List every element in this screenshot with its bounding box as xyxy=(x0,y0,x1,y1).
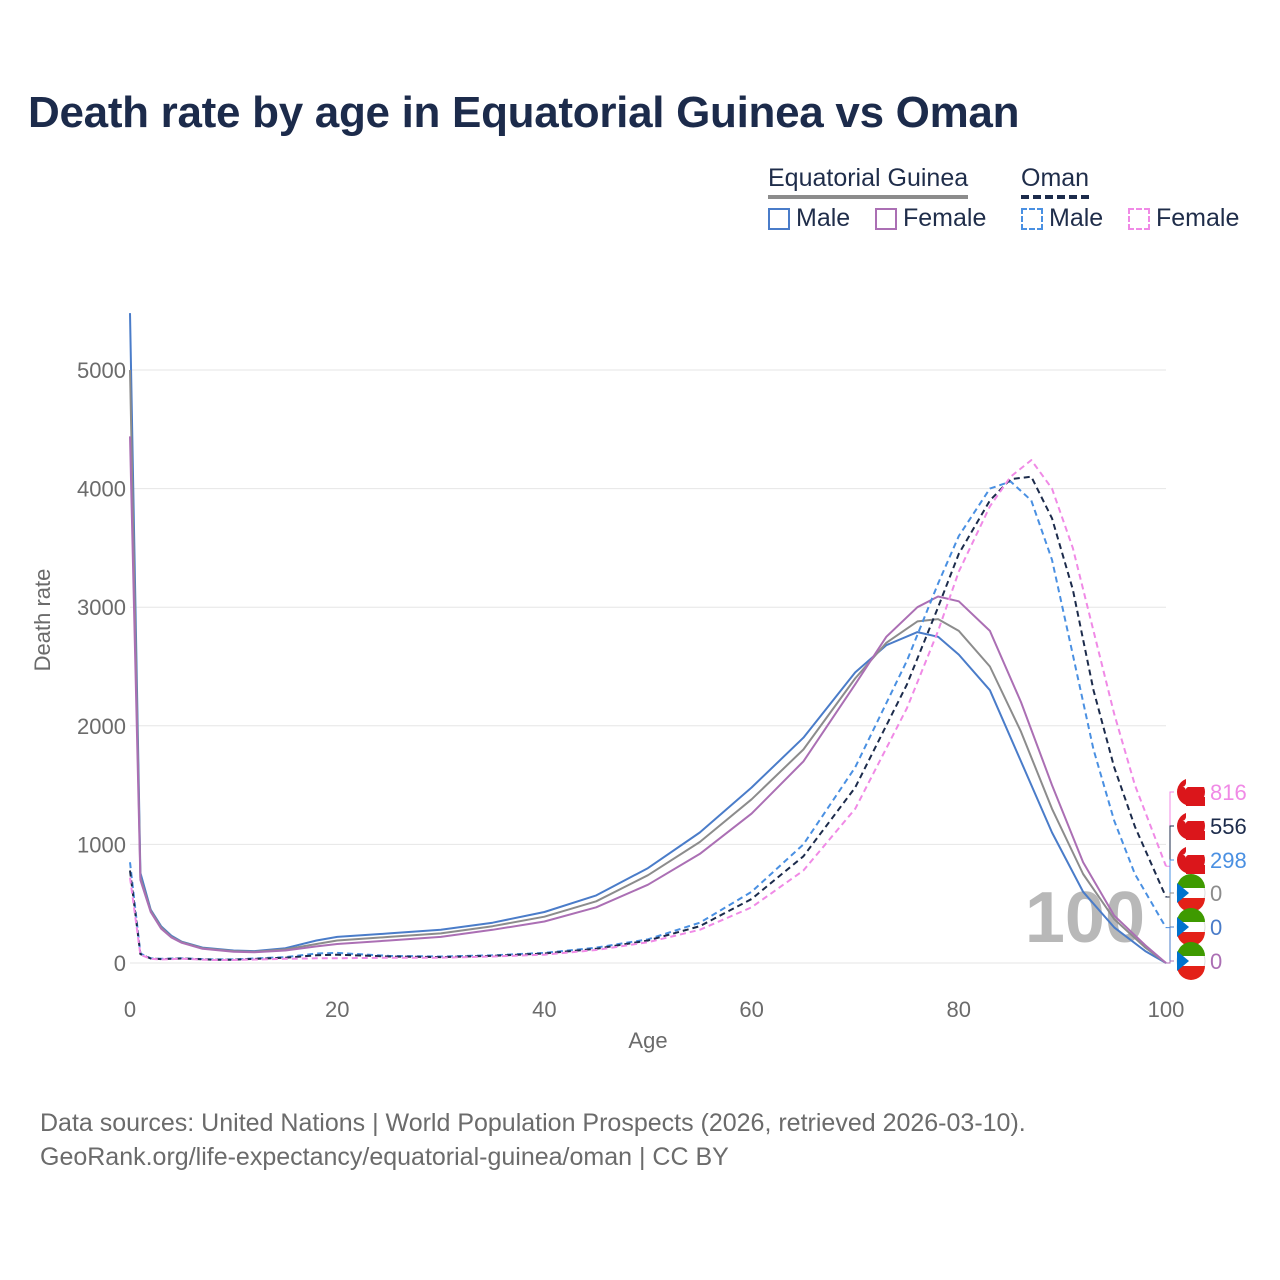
legend-group-oman: Oman xyxy=(1021,164,1090,199)
legend-item-label: Male xyxy=(796,204,851,232)
series-line xyxy=(129,436,1167,964)
series-line xyxy=(129,459,1167,961)
x-tick-label: 80 xyxy=(947,997,971,1022)
legend-group-equatorial-guinea: Equatorial Guinea xyxy=(768,164,969,199)
legend-group-label: Oman xyxy=(1021,164,1090,199)
legend-swatch xyxy=(1021,207,1043,230)
series-line xyxy=(129,475,1167,961)
legend-item-oman-female[interactable]: Female xyxy=(1128,204,1239,233)
series-line xyxy=(129,313,1167,964)
eq-flag-green xyxy=(1177,942,1205,956)
eq-flag-triangle xyxy=(1177,917,1189,937)
eq-flag-triangle xyxy=(1177,883,1189,903)
x-tick-label: 0 xyxy=(124,997,136,1022)
y-axis-title: Death rate xyxy=(30,569,55,672)
end-value-label: 816 xyxy=(1210,780,1247,805)
end-value-label: 0 xyxy=(1210,949,1222,974)
source-line: Data sources: United Nations | World Pop… xyxy=(40,1109,1026,1137)
legend-item-label: Female xyxy=(1156,204,1240,232)
oman-flag-white xyxy=(1186,812,1205,821)
eq-flag-green xyxy=(1177,908,1205,922)
series-line xyxy=(129,480,1167,961)
end-value-label: 0 xyxy=(1210,915,1222,940)
age-watermark: 100 xyxy=(1025,878,1145,958)
x-tick-label: 100 xyxy=(1148,997,1185,1022)
y-tick-label: 5000 xyxy=(77,358,126,383)
y-tick-label: 0 xyxy=(114,951,126,976)
legend-item-eq-female[interactable]: Female xyxy=(875,204,986,233)
eq-flag-triangle xyxy=(1177,951,1189,971)
oman-flag-red xyxy=(1186,865,1205,874)
end-value-label: 298 xyxy=(1210,848,1247,873)
chart-title: Death rate by age in Equatorial Guinea v… xyxy=(28,88,1020,137)
x-tick-label: 20 xyxy=(325,997,349,1022)
legend-swatch xyxy=(1128,207,1150,230)
y-tick-label: 2000 xyxy=(77,714,126,739)
legend-item-label: Female xyxy=(903,204,987,232)
eq-flag-green xyxy=(1177,874,1205,888)
legend-item-eq-male[interactable]: Male xyxy=(768,204,850,233)
legend-item-label: Male xyxy=(1049,204,1104,232)
legend-group-label: Equatorial Guinea xyxy=(768,164,969,199)
label-connector xyxy=(1166,960,1174,964)
y-tick-label: 4000 xyxy=(77,477,126,502)
end-value-label: 0 xyxy=(1210,881,1222,906)
oman-flag-white xyxy=(1186,846,1205,855)
y-tick-label: 1000 xyxy=(77,832,126,857)
oman-flag-red xyxy=(1186,831,1205,840)
legend-swatch xyxy=(875,207,897,230)
source-link[interactable]: GeoRank.org/life-expectancy/equatorial-g… xyxy=(40,1143,729,1171)
eq-flag-red xyxy=(1177,898,1205,912)
x-tick-label: 40 xyxy=(532,997,556,1022)
eq-flag-red xyxy=(1177,932,1205,946)
x-tick-label: 60 xyxy=(739,997,763,1022)
x-axis-title: Age xyxy=(628,1028,667,1053)
y-tick-label: 3000 xyxy=(77,595,126,620)
oman-flag-red xyxy=(1186,797,1205,806)
eq-flag-red xyxy=(1177,966,1205,980)
series-line xyxy=(129,369,1167,964)
source-note: Data sources: United Nations | World Pop… xyxy=(40,1106,1026,1174)
oman-emblem-glyph: ✦ xyxy=(1182,851,1190,861)
oman-emblem-glyph: ✦ xyxy=(1182,783,1190,793)
oman-emblem-glyph: ✦ xyxy=(1182,817,1190,827)
legend-swatch xyxy=(768,207,790,230)
oman-flag-white xyxy=(1186,778,1205,787)
legend-item-oman-male[interactable]: Male xyxy=(1021,204,1103,233)
label-connector xyxy=(1166,926,1174,964)
end-value-label: 556 xyxy=(1210,814,1247,839)
